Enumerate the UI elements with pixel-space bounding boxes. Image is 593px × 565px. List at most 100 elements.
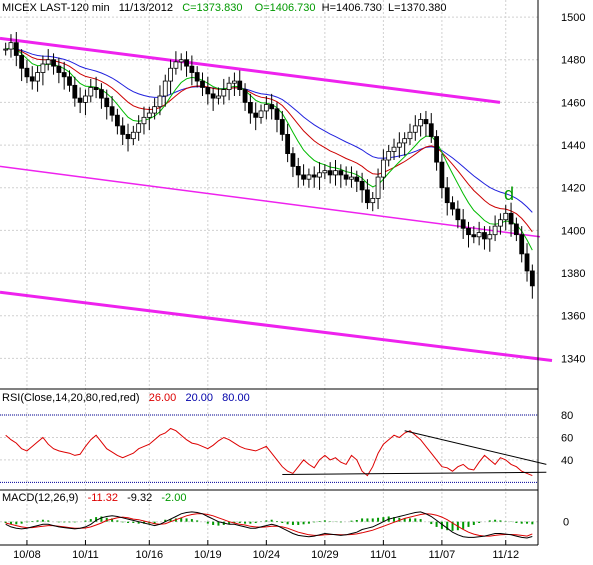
price-bar-body xyxy=(253,112,259,118)
x-tick-label: 10/08 xyxy=(13,549,41,561)
price-bar-body xyxy=(141,116,147,125)
macd-signal-value: -9.32 xyxy=(127,492,153,504)
price-bar-body xyxy=(439,161,445,189)
macd-tick-label: 0 xyxy=(563,517,569,529)
price-bar-body xyxy=(279,119,285,135)
price-bar-body xyxy=(380,159,386,178)
price-bar-body xyxy=(242,89,248,103)
price-bar-body xyxy=(67,76,72,86)
price-bar-body xyxy=(19,55,25,69)
price-bar-body xyxy=(471,234,477,238)
price-bar-body xyxy=(173,61,179,69)
price-bar-body xyxy=(269,104,275,110)
annotation-d: d xyxy=(504,184,514,204)
x-tick-label: 11/07 xyxy=(429,549,456,561)
price-bar-body xyxy=(40,63,46,73)
high-value: H=1406.730 xyxy=(321,2,382,14)
price-bar-body xyxy=(370,197,376,204)
price-bar-body xyxy=(306,174,312,180)
x-tick-label: 10/16 xyxy=(136,549,164,561)
price-bar-body xyxy=(61,72,67,78)
price-tick-label: 1500 xyxy=(561,12,585,24)
time-x-axis: 10/08 10/11 10/16 10/19 10/24 10/29 11/01 11/07… xyxy=(13,540,519,561)
price-y-axis: 1340 1360 1380 1400 1420 1440 1460 1480 1500 xyxy=(561,12,585,365)
price-bar-body xyxy=(375,176,381,199)
price-bar-body xyxy=(285,133,291,154)
instrument-label: MICEX LAST-120 min xyxy=(2,2,110,14)
price-bar-body xyxy=(120,125,126,135)
x-tick-label: 10/11 xyxy=(72,549,99,561)
price-tick-label: 1460 xyxy=(561,97,585,109)
price-bar-body xyxy=(146,112,152,118)
price-bar-body xyxy=(482,232,487,240)
price-tick-label: 1440 xyxy=(561,140,585,152)
price-bar-body xyxy=(162,80,168,97)
price-bar-body xyxy=(35,72,40,82)
price-bar-body xyxy=(295,165,301,176)
price-bar-body xyxy=(365,189,370,204)
rsi-line xyxy=(5,427,533,477)
rsi-tick-label: 60 xyxy=(561,432,573,444)
price-bar-body xyxy=(178,59,184,63)
channel-line-lower xyxy=(0,290,553,363)
price-bar-body xyxy=(466,227,471,236)
price-bar-body xyxy=(109,106,115,116)
price-tick-label: 1420 xyxy=(561,183,585,195)
rsi-value: 26.00 xyxy=(148,392,177,404)
price-bar-body xyxy=(498,219,503,227)
macd-line xyxy=(5,511,533,539)
price-bar-body xyxy=(226,82,232,90)
ma-mid-line xyxy=(5,47,533,233)
low-value: L=1370.380 xyxy=(388,2,447,14)
price-bar-body xyxy=(412,125,418,133)
price-bar-body xyxy=(343,174,349,180)
x-tick-label: 11/01 xyxy=(370,549,397,561)
x-tick-label: 11/12 xyxy=(492,549,519,561)
price-bar-body xyxy=(322,170,328,174)
price-bar-body xyxy=(8,42,14,50)
price-bar-body xyxy=(45,59,51,65)
price-bar-body xyxy=(354,176,360,182)
price-bar-body xyxy=(184,59,189,67)
ma-slow-line xyxy=(5,48,533,213)
price-bar-body xyxy=(487,234,493,240)
rsi-header: RSI(Close,14,20,80,red,red) 26.00 20.00 … xyxy=(2,392,250,404)
price-bar-body xyxy=(237,80,243,90)
price-grid xyxy=(0,0,538,540)
price-bar-body xyxy=(444,187,450,204)
close-value: C=1373.830 xyxy=(182,2,243,14)
price-tick-label: 1480 xyxy=(561,55,585,67)
price-moving-averages xyxy=(5,47,533,251)
price-bar-body xyxy=(423,119,429,125)
price-bar-body xyxy=(503,212,509,221)
price-bar-body xyxy=(359,180,365,191)
price-bar-body xyxy=(99,89,104,99)
price-bar-body xyxy=(508,212,514,225)
price-bars xyxy=(3,32,535,299)
price-bar-body xyxy=(407,131,413,140)
price-tick-label: 1340 xyxy=(561,353,585,365)
price-bar-body xyxy=(492,225,498,236)
rsi-high-level: 80.00 xyxy=(222,392,250,404)
price-bar-body xyxy=(434,136,439,163)
rsi-pane: 40 60 80 xyxy=(0,410,573,483)
price-tick-label: 1360 xyxy=(561,311,585,323)
price-bar-body xyxy=(189,65,195,73)
price-bar-body xyxy=(13,42,19,56)
date-label: 11/13/2012 xyxy=(118,2,174,14)
price-trend-channels xyxy=(0,36,553,363)
price-bar-body xyxy=(327,170,333,176)
price-bar-body xyxy=(210,93,216,99)
price-bar-body xyxy=(391,146,397,152)
price-bar-body xyxy=(56,65,62,73)
macd-name: MACD(12,26,9) xyxy=(2,492,79,504)
price-bar-body xyxy=(301,174,306,180)
price-tick-label: 1380 xyxy=(561,268,585,280)
price-bar-body xyxy=(529,270,535,287)
price-bar-body xyxy=(263,104,269,112)
price-bar-body xyxy=(396,142,402,148)
price-bar-body xyxy=(29,76,35,82)
price-bar-body xyxy=(519,234,525,255)
price-bar-body xyxy=(200,80,205,88)
price-bar-body xyxy=(194,72,200,82)
